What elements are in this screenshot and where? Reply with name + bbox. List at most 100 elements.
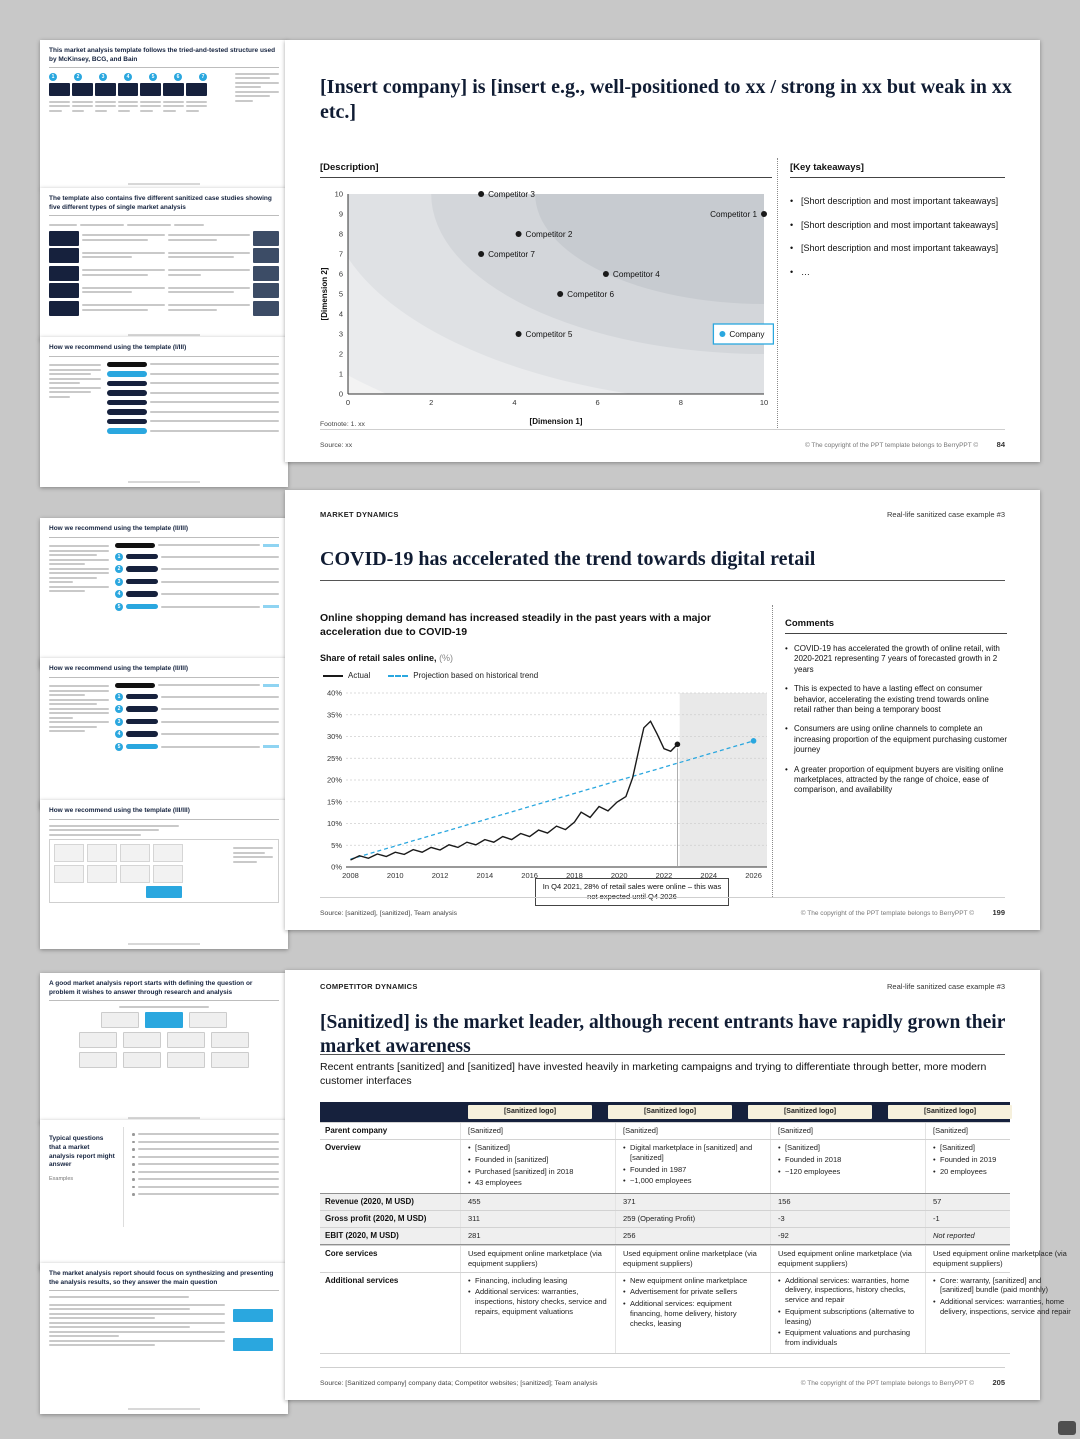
table-cell: -1 [925,1211,1080,1227]
thumbnail-title: How we recommend using the template (II/… [49,525,279,538]
step-number: 3 [99,73,107,82]
step-number: 4 [115,730,123,739]
svg-text:Competitor 2: Competitor 2 [526,230,573,239]
thumbnail-title: The market analysis report should focus … [49,1270,279,1292]
svg-text:8: 8 [339,230,343,239]
thumbnail-footer [128,1408,200,1410]
title-rule [320,580,1005,581]
thumbnail-title: How we recommend using the template (III… [49,807,279,820]
thumbnail-howto-2a-slide[interactable]: How we recommend using the template (II/… [40,518,288,668]
row-label: Revenue (2020, M USD) [325,1197,414,1206]
svg-text:0: 0 [346,398,350,407]
page-number: 205 [992,1378,1005,1387]
section-eyebrow: MARKET DYNAMICS [320,510,399,519]
svg-text:10: 10 [760,398,768,407]
svg-text:Competitor 7: Competitor 7 [488,250,535,259]
thumbnail-footer [128,334,200,336]
svg-text:10%: 10% [327,819,342,828]
step-number: 3 [115,717,123,726]
table-cell: [Sanitized] [460,1123,615,1139]
bullet-item: [Short description and most important ta… [790,220,1005,232]
highlighted-callout [233,1309,273,1323]
thumbnail-footer [128,481,200,483]
row-label: Core services [325,1249,378,1258]
process-boxes-placeholder [49,83,208,97]
side-text-placeholder [235,70,279,104]
thumbnail-title: This market analysis template follows th… [49,47,279,69]
svg-text:2020: 2020 [611,871,628,880]
section-divider [772,605,773,897]
sanitized-logo: [Sanitized logo] [608,1105,732,1119]
thumbnail-title: A good market analysis report starts wit… [49,980,279,1002]
thumbnail-structure-slide[interactable]: This market analysis template follows th… [40,40,288,189]
svg-text:5: 5 [339,290,343,299]
svg-text:1: 1 [339,370,343,379]
process-text-placeholder [49,98,208,114]
svg-text:Competitor 3: Competitor 3 [488,190,535,199]
bullet-item: This is expected to have a lasting effec… [785,684,1007,715]
key-takeaways-list: [Short description and most important ta… [790,196,1005,291]
thumbnail-howto-1-slide[interactable]: How we recommend using the template (I/I… [40,337,288,487]
svg-text:Competitor 1: Competitor 1 [710,210,757,219]
svg-text:15%: 15% [327,797,342,806]
description-section-label: [Description] [320,162,772,178]
svg-text:0%: 0% [331,863,342,872]
comments-section-label: Comments [785,618,1007,634]
watermark-badge [1058,1421,1076,1435]
svg-text:Competitor 5: Competitor 5 [526,330,573,339]
svg-text:Competitor 4: Competitor 4 [613,270,660,279]
thumbnail-howto-2b-slide[interactable]: How we recommend using the template (II/… [40,658,288,809]
thumbnail-footer [128,183,200,185]
step-number: 4 [124,73,132,82]
step-number: 5 [115,602,123,611]
highlighted-element [146,885,182,898]
thumbnail-case-studies-slide[interactable]: The template also contains five differen… [40,188,288,340]
thumbnail-footer [128,1117,200,1119]
sanitized-logo: [Sanitized logo] [888,1105,1012,1119]
case-row [49,230,279,246]
step-number: 2 [74,73,82,82]
table-cell: 281 [460,1228,615,1244]
table-cell: New equipment online marketplaceAdvertis… [615,1272,770,1353]
step-number: 1 [115,552,123,561]
case-row [49,265,279,281]
thumbnail-question-slide[interactable]: A good market analysis report starts wit… [40,973,288,1123]
table-cell: -3 [770,1211,925,1227]
left-text-placeholder [49,362,101,438]
step-number: 7 [199,73,207,82]
thumbnail-synthesis-slide[interactable]: The market analysis report should focus … [40,1263,288,1414]
numbered-run-list-placeholder: 1 2 3 4 5 [115,682,279,756]
step-number: 4 [115,590,123,599]
svg-text:Company: Company [729,330,765,339]
case-row [49,248,279,264]
table-cell: 156 [770,1194,925,1210]
flow-row [49,1032,279,1049]
section-divider [777,158,778,430]
svg-text:2014: 2014 [476,871,493,880]
svg-text:2026: 2026 [745,871,762,880]
thumbnail-typical-questions-slide[interactable]: Typical questions that a market analysis… [40,1120,288,1270]
step-number: 5 [115,742,123,751]
svg-text:0: 0 [339,390,343,399]
bullet-item: … [790,267,1005,279]
svg-text:20%: 20% [327,776,342,785]
slide-competitor-table: COMPETITOR DYNAMICS Real-life sanitized … [285,970,1071,1400]
copyright-note: © The copyright of the PPT template belo… [800,910,975,917]
table-cell: [Sanitized]Founded in 201920 employees [925,1140,1080,1193]
case-row [49,283,279,299]
thumbnail-title: The template also contains five differen… [49,195,279,217]
table-row: Revenue (2020, M USD) 455 371 156 57 [320,1193,1010,1210]
diagram-caption-placeholder [119,1006,209,1009]
step-number: 1 [49,73,57,82]
svg-text:6: 6 [596,398,600,407]
bullet-item: [Short description and most important ta… [790,196,1005,208]
table-cell: Not reported [925,1228,1080,1244]
table-cell: Used equipment online marketplace (via e… [460,1246,615,1272]
highlighted-question-box [145,1012,183,1029]
svg-text:10: 10 [335,190,343,199]
table-cell: [Sanitized]Founded in 2018~120 employees [770,1140,925,1193]
svg-text:2024: 2024 [700,871,717,880]
thumbnail-howto-3-slide[interactable]: How we recommend using the template (III… [40,800,288,949]
sanitized-logo: [Sanitized logo] [748,1105,872,1119]
step-number: 2 [115,565,123,574]
